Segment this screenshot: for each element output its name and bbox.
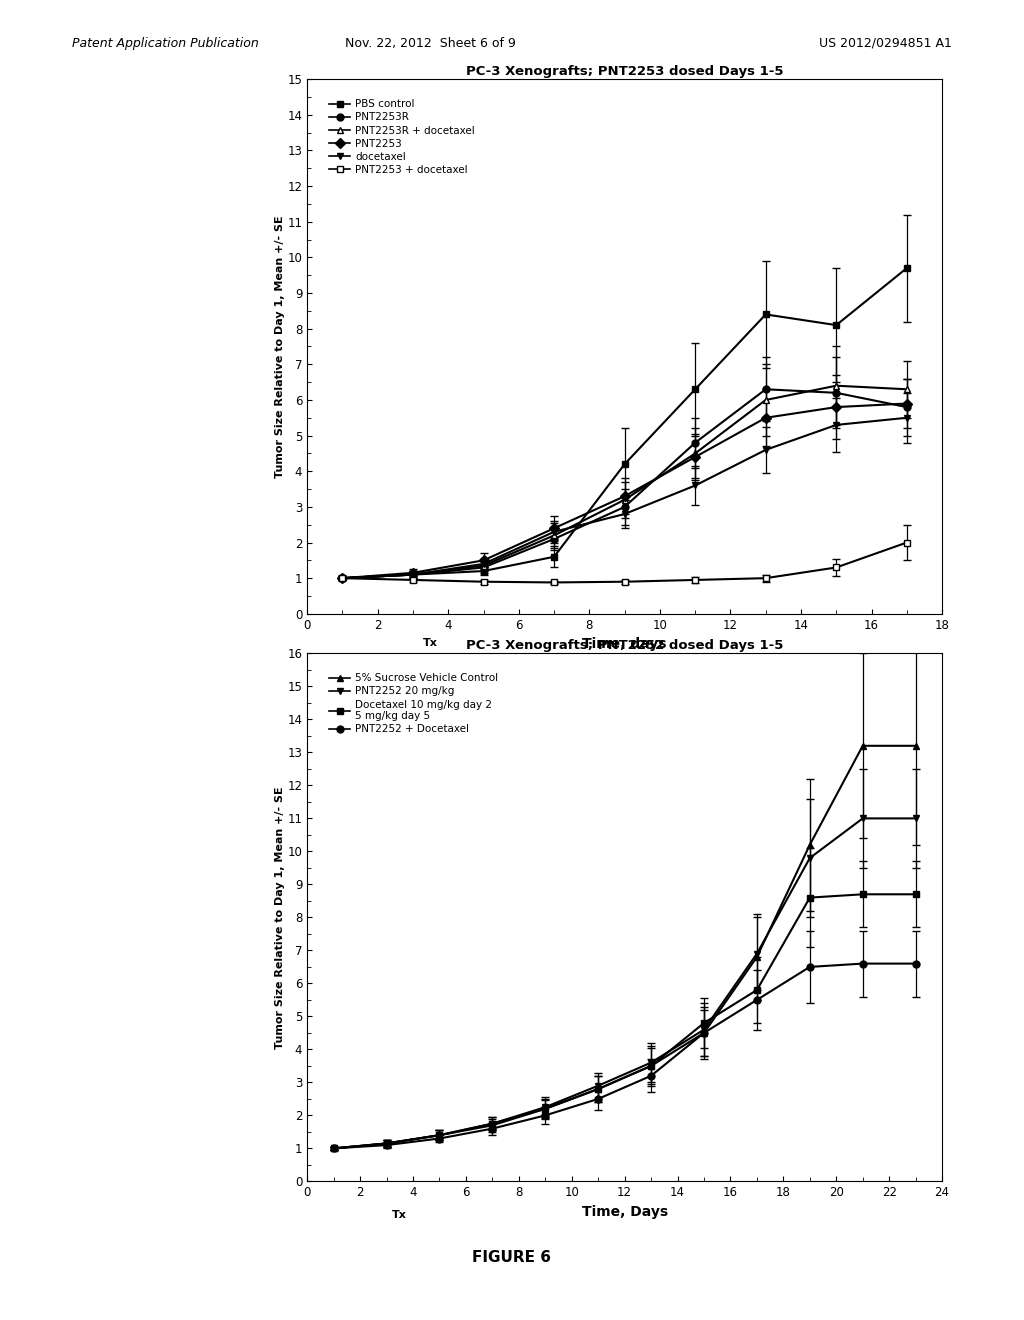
Y-axis label: Tumor Size Relative to Day 1, Mean +/- SE: Tumor Size Relative to Day 1, Mean +/- S… (274, 787, 285, 1048)
Title: PC-3 Xenografts; PNT2252 dosed Days 1-5: PC-3 Xenografts; PNT2252 dosed Days 1-5 (466, 639, 783, 652)
Text: Tx: Tx (423, 638, 438, 648)
X-axis label: Time, Days: Time, Days (582, 1205, 668, 1218)
Title: PC-3 Xenografts; PNT2253 dosed Days 1-5: PC-3 Xenografts; PNT2253 dosed Days 1-5 (466, 65, 783, 78)
Text: Nov. 22, 2012  Sheet 6 of 9: Nov. 22, 2012 Sheet 6 of 9 (345, 37, 515, 50)
Legend: 5% Sucrose Vehicle Control, PNT2252 20 mg/kg, Docetaxel 10 mg/kg day 2
5 mg/kg d: 5% Sucrose Vehicle Control, PNT2252 20 m… (325, 669, 503, 738)
Text: US 2012/0294851 A1: US 2012/0294851 A1 (819, 37, 952, 50)
Text: Tx: Tx (392, 1209, 408, 1220)
Legend: PBS control, PNT2253R, PNT2253R + docetaxel, PNT2253, docetaxel, PNT2253 + docet: PBS control, PNT2253R, PNT2253R + doceta… (325, 95, 479, 180)
X-axis label: Time, days: Time, days (583, 638, 667, 651)
Text: Patent Application Publication: Patent Application Publication (72, 37, 258, 50)
Text: FIGURE 6: FIGURE 6 (472, 1250, 552, 1265)
Y-axis label: Tumor Size Relative to Day 1, Mean +/- SE: Tumor Size Relative to Day 1, Mean +/- S… (274, 215, 285, 478)
